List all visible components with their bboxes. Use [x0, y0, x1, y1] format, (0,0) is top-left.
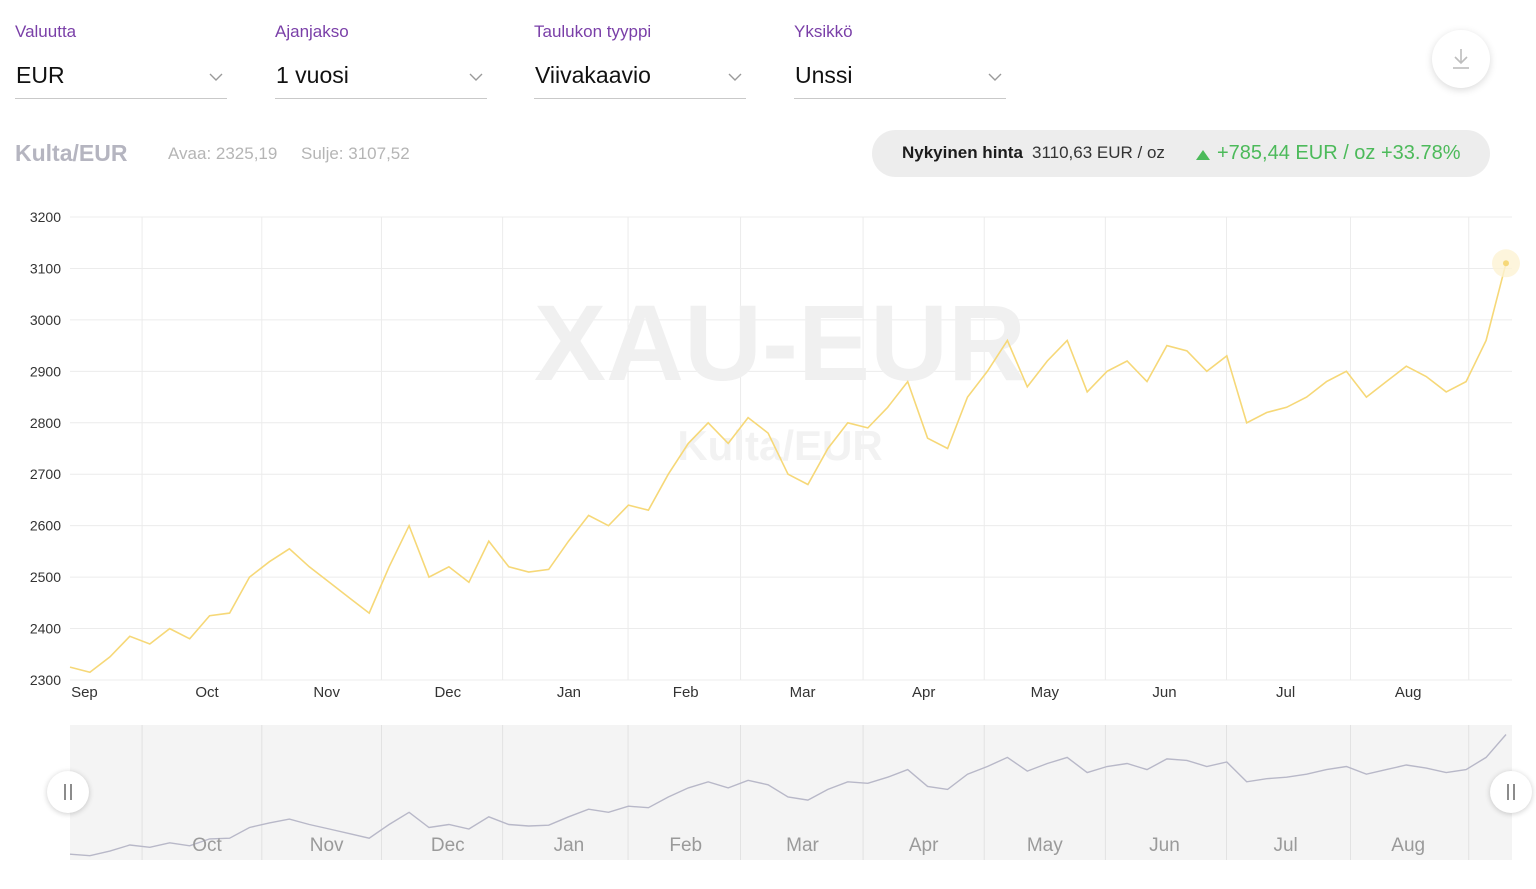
watermark-main: XAU-EUR [534, 282, 1026, 403]
navigator-label: Nov [310, 835, 344, 856]
x-tick-label: Dec [434, 684, 461, 701]
x-tick-label: Apr [912, 684, 935, 701]
period-label: Ajanjakso [275, 22, 349, 41]
x-tick-label: Oct [195, 684, 219, 701]
chart-type-underline [534, 98, 746, 99]
currency-select[interactable]: Valuutta EUR [15, 20, 227, 100]
y-tick-label: 3200 [30, 209, 61, 225]
chevron-down-icon [469, 73, 483, 81]
download-icon [1453, 49, 1469, 69]
x-tick-label: Aug [1395, 684, 1422, 701]
watermark-sub: Kulta/EUR [677, 422, 882, 469]
y-tick-label: 2600 [30, 518, 61, 534]
unit-underline [794, 98, 1006, 99]
x-tick-label: Sep [71, 684, 98, 701]
y-tick-label: 2400 [30, 621, 61, 637]
y-tick-label: 2700 [30, 466, 61, 482]
x-tick-label: Nov [313, 684, 340, 701]
download-button[interactable] [1432, 30, 1490, 88]
navigator-label: Dec [431, 835, 465, 856]
drag-handle-icon [64, 784, 72, 800]
unit-label: Yksikkö [794, 22, 853, 41]
navigator-label: Jun [1149, 835, 1180, 856]
currency-value: EUR [16, 62, 65, 88]
price-change: +785,44 EUR / oz +33.78% [1217, 142, 1461, 164]
chart-type-value: Viivakaavio [535, 62, 651, 88]
y-tick-label: 2300 [30, 672, 61, 688]
chart-title: Kulta/EUR [15, 140, 128, 166]
navigator-label: Mar [786, 835, 819, 856]
y-tick-label: 2800 [30, 415, 61, 431]
close-price: Sulje: 3107,52 [301, 144, 410, 163]
navigator-label: Jul [1273, 835, 1297, 856]
navigator-background [70, 725, 1512, 860]
up-arrow-icon [1196, 150, 1210, 160]
x-tick-label: Feb [673, 684, 699, 701]
navigator-line [69, 734, 1507, 857]
chevron-down-icon [209, 73, 223, 81]
current-price-pill: Nykyinen hinta 3110,63 EUR / oz +785,44 … [872, 130, 1490, 177]
period-value: 1 vuosi [276, 62, 349, 88]
period-underline [275, 98, 487, 99]
drag-handle-icon [1507, 784, 1515, 800]
open-price: Avaa: 2325,19 [168, 144, 278, 163]
chart-type-label: Taulukon tyyppi [534, 22, 652, 41]
navigator-label: Apr [909, 835, 939, 856]
chevron-down-icon [988, 73, 1002, 81]
chevron-down-icon [728, 73, 742, 81]
last-point-marker [1503, 260, 1509, 267]
chart-type-select[interactable]: Taulukon tyyppi Viivakaavio [534, 20, 746, 100]
price-line [69, 263, 1507, 674]
navigator-label: Jan [554, 835, 585, 856]
navigator-label: Feb [669, 835, 702, 856]
navigator-label: May [1027, 835, 1063, 856]
current-price-value: 3110,63 EUR / oz [1032, 143, 1165, 162]
current-price-label: Nykyinen hinta [902, 143, 1023, 162]
navigator-label: Aug [1391, 835, 1425, 856]
x-tick-label: May [1031, 684, 1060, 701]
x-tick-label: Jan [557, 684, 581, 701]
navigator-right-handle[interactable] [1490, 771, 1532, 813]
navigator-left-handle[interactable] [47, 771, 89, 813]
period-select[interactable]: Ajanjakso 1 vuosi [275, 20, 487, 100]
y-tick-label: 3000 [30, 312, 61, 328]
currency-underline [15, 98, 227, 99]
currency-label: Valuutta [15, 22, 77, 41]
navigator-label: Oct [192, 835, 222, 856]
unit-select[interactable]: Yksikkö Unssi [794, 20, 1006, 100]
unit-value: Unssi [795, 62, 853, 88]
y-tick-label: 3100 [30, 260, 61, 276]
x-tick-label: Jun [1152, 684, 1176, 701]
y-tick-label: 2500 [30, 569, 61, 585]
x-tick-label: Mar [790, 684, 816, 701]
x-tick-label: Jul [1276, 684, 1295, 701]
y-tick-label: 2900 [30, 363, 61, 379]
